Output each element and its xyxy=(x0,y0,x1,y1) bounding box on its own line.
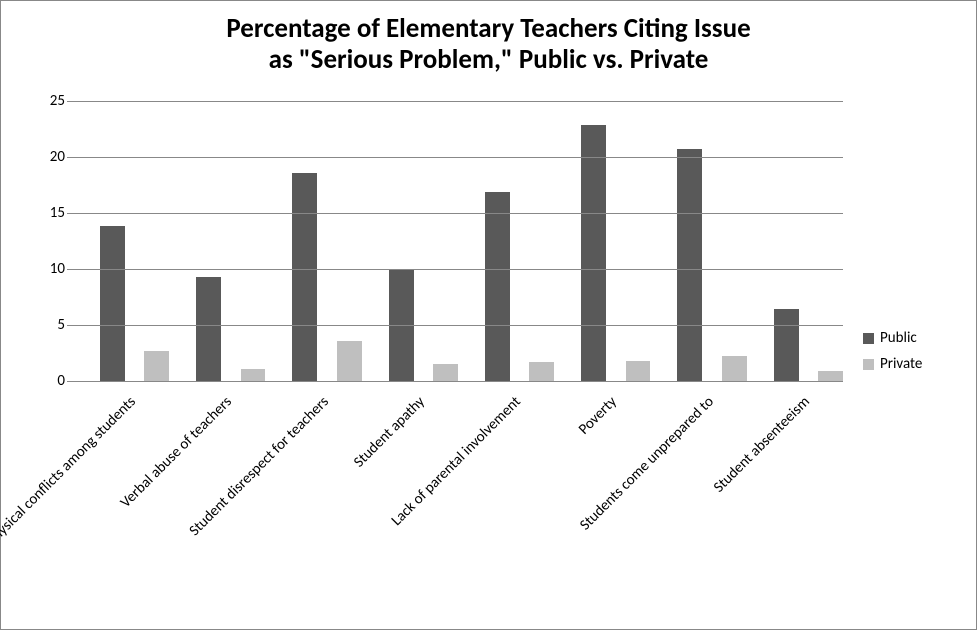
bar xyxy=(581,125,606,381)
gridline xyxy=(73,269,843,270)
legend: Public Private xyxy=(863,321,922,381)
y-tick-label: 15 xyxy=(33,204,65,222)
legend-swatch xyxy=(863,333,874,344)
gridline xyxy=(73,157,843,158)
y-tick-mark xyxy=(67,213,73,214)
bar xyxy=(722,356,747,381)
gridline xyxy=(73,101,843,102)
x-tick-label: Poverty xyxy=(396,393,621,618)
y-tick-mark xyxy=(67,269,73,270)
chart-frame: Percentage of Elementary Teachers Citing… xyxy=(0,0,977,630)
legend-label: Private xyxy=(880,355,922,373)
chart-title-line2: as "Serious Problem," Public vs. Private xyxy=(269,43,709,76)
x-tick-label: Student disrespect for teachers xyxy=(107,393,332,618)
bar xyxy=(337,341,362,381)
y-tick-label: 10 xyxy=(33,260,65,278)
gridline xyxy=(73,325,843,326)
bar xyxy=(529,362,554,381)
bar xyxy=(433,364,458,381)
y-tick-mark xyxy=(67,325,73,326)
bar xyxy=(241,369,266,381)
bar xyxy=(626,361,651,381)
y-tick-mark xyxy=(67,157,73,158)
bar xyxy=(100,226,125,381)
legend-item: Private xyxy=(863,355,922,373)
y-tick-mark xyxy=(67,381,73,382)
bar-groups xyxy=(73,101,843,381)
bar xyxy=(774,309,799,381)
legend-item: Public xyxy=(863,329,922,347)
bar xyxy=(485,192,510,381)
y-tick-label: 5 xyxy=(33,316,65,334)
x-tick-label: Student absenteeism xyxy=(589,393,814,618)
bar xyxy=(677,149,702,381)
x-tick-label: Students come unprepared to xyxy=(492,393,717,618)
y-tick-label: 0 xyxy=(33,372,65,390)
bar xyxy=(144,351,169,381)
plot-area: 0510152025 xyxy=(73,101,843,382)
bar xyxy=(818,371,843,381)
x-tick-label: Lack of parental involvement xyxy=(300,393,525,618)
y-tick-mark xyxy=(67,101,73,102)
gridline xyxy=(73,213,843,214)
chart-title: Percentage of Elementary Teachers Citing… xyxy=(1,13,976,75)
x-axis-labels: Physical conflicts among studentsVerbal … xyxy=(73,393,843,623)
x-tick-label: Verbal abuse of teachers xyxy=(11,393,236,618)
x-tick-label: Student apathy xyxy=(204,393,429,618)
bar xyxy=(292,173,317,381)
bar xyxy=(196,277,221,381)
y-tick-label: 20 xyxy=(33,148,65,166)
chart-title-line1: Percentage of Elementary Teachers Citing… xyxy=(226,12,750,45)
legend-label: Public xyxy=(880,329,917,347)
legend-swatch xyxy=(863,359,874,370)
y-tick-label: 25 xyxy=(33,92,65,110)
